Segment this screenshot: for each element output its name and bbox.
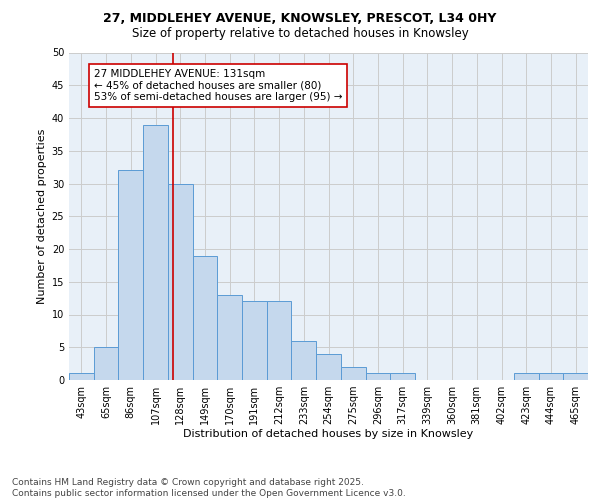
Bar: [217, 295, 242, 380]
Bar: [267, 302, 292, 380]
Text: 27 MIDDLEHEY AVENUE: 131sqm
← 45% of detached houses are smaller (80)
53% of sem: 27 MIDDLEHEY AVENUE: 131sqm ← 45% of det…: [94, 69, 342, 102]
Text: Contains HM Land Registry data © Crown copyright and database right 2025.
Contai: Contains HM Land Registry data © Crown c…: [12, 478, 406, 498]
Bar: [168, 184, 193, 380]
Y-axis label: Number of detached properties: Number of detached properties: [37, 128, 47, 304]
Bar: [292, 340, 316, 380]
Bar: [390, 374, 415, 380]
Bar: [514, 374, 539, 380]
Bar: [341, 367, 365, 380]
Bar: [242, 302, 267, 380]
Bar: [365, 374, 390, 380]
Bar: [193, 256, 217, 380]
Bar: [316, 354, 341, 380]
Text: Size of property relative to detached houses in Knowsley: Size of property relative to detached ho…: [131, 28, 469, 40]
Bar: [118, 170, 143, 380]
Bar: [143, 124, 168, 380]
X-axis label: Distribution of detached houses by size in Knowsley: Distribution of detached houses by size …: [184, 428, 473, 438]
Bar: [69, 374, 94, 380]
Text: 27, MIDDLEHEY AVENUE, KNOWSLEY, PRESCOT, L34 0HY: 27, MIDDLEHEY AVENUE, KNOWSLEY, PRESCOT,…: [103, 12, 497, 26]
Bar: [94, 347, 118, 380]
Bar: [563, 374, 588, 380]
Bar: [539, 374, 563, 380]
